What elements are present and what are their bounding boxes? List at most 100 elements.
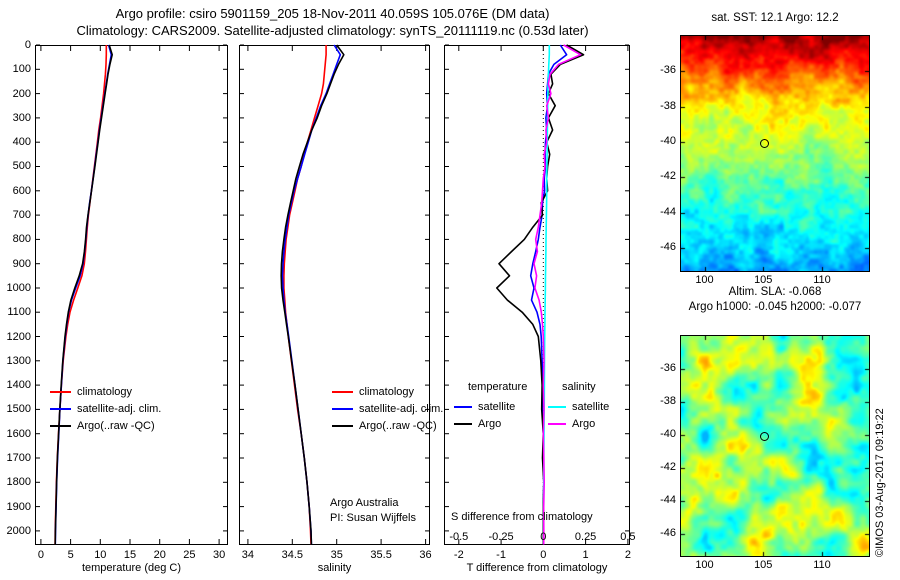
legend-line-sample [548,405,566,408]
depth-tick-label: 500 [12,160,31,173]
temperature-profile-plot [35,44,228,545]
legend-label: Argo(..raw -QC) [359,419,437,432]
x-tick-label: 30 [212,549,226,561]
sst-map: 100 105 110 -36 -38 -40 -42 -44 -46 [660,35,870,286]
depth-tick-label: 1200 [6,330,31,343]
temperature-profile-series [54,45,108,545]
s-tick-label: -0.5 [449,531,469,543]
map-x-tick-label: 105 [754,274,773,286]
x-tick-label: 36 [419,549,432,561]
map-y-tick-label: -44 [660,205,676,218]
depth-tick-label: 1000 [6,281,31,294]
legend-item: satellite [548,398,609,413]
depth-tick-label: 200 [12,87,31,100]
depth-tick-label: 800 [12,233,31,246]
annotation-pi: PI: Susan Wijffels [330,512,416,524]
map-x-tick-label: 100 [695,274,714,286]
s-difference-axis-label: S difference from climatology [451,511,593,523]
depth-tick-label: 900 [12,257,31,270]
x-tick-label: 1 [582,549,589,561]
legend-item: satellite [454,398,515,413]
depth-tick-label: 1100 [7,306,31,319]
sst-map-canvas [681,36,869,271]
legend-label: satellite-adj. clim. [359,402,444,415]
copyright-watermark: ©IMOS 03-Aug-2017 09:19:22 [874,408,886,557]
map-y-tick-label: -42 [660,170,676,183]
map-y-tick-label: -40 [660,428,676,441]
salinity-axis-label: salinity [317,562,352,574]
map-y-tick-label: -46 [660,241,676,254]
legend-label: climatology [77,385,133,398]
legend-label: satellite-adj. clim. [77,402,162,415]
map-y-tick-label: -42 [660,461,676,474]
legend-line-sample [50,390,71,393]
depth-tick-label: 1800 [6,476,31,489]
legend-label: Argo [478,417,502,430]
salinity-profile-panel: 34 34.5 35 35.5 36 climatology satellite-adj. … [239,44,443,561]
legend-item: Argo [454,415,501,430]
legend-label: satellite [478,400,516,413]
x-tick-label: 25 [183,549,196,561]
x-tick-label: 20 [153,549,166,561]
legend-line-sample [454,422,472,425]
sst-map-title: sat. SST: 12.1 Argo: 12.2 [711,12,839,24]
sla-map: 100 105 110 -36 -38 -40 -42 -44 -46 [660,335,870,571]
map-x-tick-label: 105 [754,559,773,571]
legend-label: satellite [572,400,610,413]
depth-tick-label: 400 [12,136,31,149]
legend-label: Argo(..raw -QC) [77,419,155,432]
map-y-tick-label: -38 [660,99,676,112]
depth-tick-label: 1300 [6,354,31,367]
x-tick-label: 0 [37,549,45,561]
temperature-profile-series [54,44,113,545]
legend-line-sample [454,405,472,408]
map-y-tick-label: -36 [660,64,676,77]
legend-line-sample [332,424,353,427]
legend-line-sample [50,424,71,427]
map-x-tick-label: 110 [813,559,831,571]
depth-tick-label: 700 [12,209,31,222]
map-x-tick-label: 100 [695,559,714,571]
sla-map-title-line2: Argo h1000: -0.045 h2000: -0.077 [688,301,862,313]
legend-line-sample [548,422,566,425]
map-y-tick-label: -40 [660,135,676,147]
x-tick-label: -2 [453,549,464,561]
temperature-profile-panel: 0 5 10 15 20 25 30 0 100 200 300 400 500 600 700 800 900… [7,39,228,561]
x-tick-label: -1 [496,549,506,561]
x-tick-label: 35 [330,549,343,561]
legend-item: climatology [332,383,414,398]
ts-difference-panel: -2 -1 0 1 2 -0.5 -0.25 0 0.25 0.5 temperature satel… [444,44,636,561]
s-tick-label: 0.25 [574,531,597,543]
legend-label: climatology [359,385,415,398]
legend-item: satellite-adj. clim. [332,400,443,415]
legend-label: Argo [572,417,596,430]
sla-map-title-line1: Altim. SLA: -0.068 [728,286,822,298]
x-tick-label: 15 [123,549,137,561]
s-tick-label: 0 [540,531,547,543]
depth-tick-label: 1600 [6,427,31,440]
annotation-argo-australia: Argo Australia [330,497,399,509]
temperature-profile-series [54,44,113,545]
legend-line-sample [332,407,353,410]
map-y-tick-label: -36 [660,362,676,375]
map-x-tick-label: 110 [813,274,831,286]
depth-tick-label: 2000 [6,524,31,537]
depth-tick-label: 1900 [6,500,31,513]
depth-tick-label: 1400 [6,379,31,392]
ts-difference-series [533,44,582,545]
legend-item: Argo(..raw -QC) [50,417,155,432]
x-tick-label: 0 [540,549,547,561]
x-tick-label: 34 [241,549,255,561]
sla-map-canvas [681,336,869,556]
map-y-tick-label: -38 [660,395,676,408]
figure-title: Argo profile: csiro 5901159_205 18-Nov-2… [10,5,655,39]
legend-item: climatology [50,383,132,398]
x-tick-label: 35.5 [370,549,392,561]
x-tick-label: 10 [94,549,107,561]
legend-line-sample [332,390,353,393]
x-tick-label: 34.5 [281,549,303,561]
argo-position-marker [759,138,769,148]
legend-line-sample [50,407,71,410]
legend-column-header: salinity [562,381,596,393]
depth-tick-label: 1700 [6,452,31,465]
